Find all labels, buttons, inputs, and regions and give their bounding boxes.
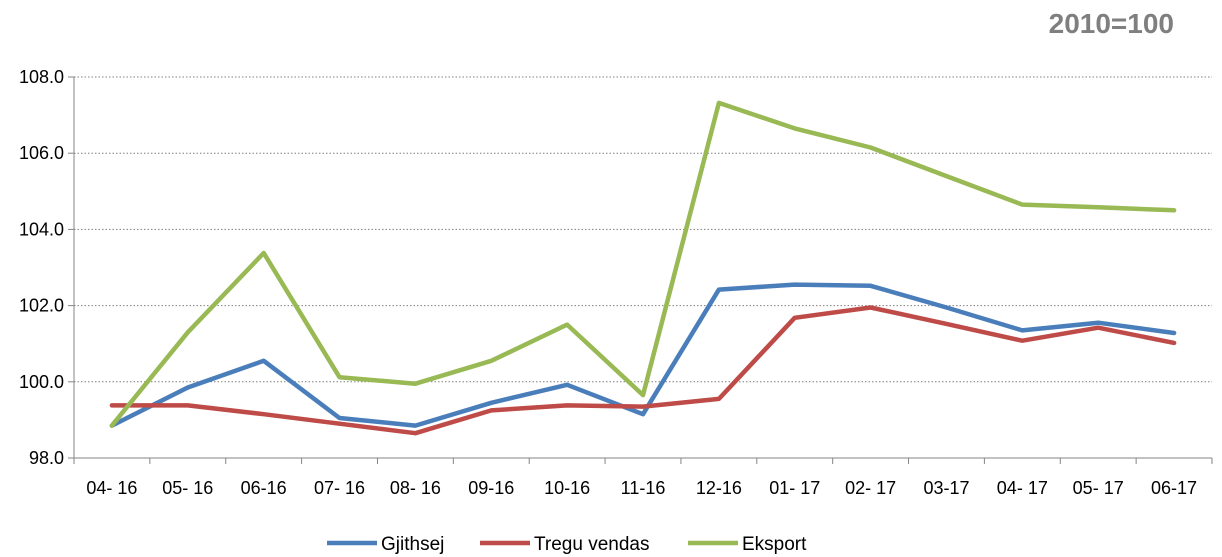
x-tick-label: 03-17 — [923, 478, 969, 498]
y-tick-label: 102.0 — [19, 296, 64, 316]
gridlines — [74, 76, 1212, 383]
x-tick-label: 05- 17 — [1073, 478, 1124, 498]
x-tick-label: 04- 16 — [86, 478, 137, 498]
legend-label: Tregu vendas — [534, 534, 649, 555]
y-tick-label: 98.0 — [29, 448, 64, 468]
y-tick-label: 100.0 — [19, 372, 64, 392]
legend-label: Gjithsej — [381, 534, 444, 555]
x-tick-label: 08- 16 — [390, 478, 441, 498]
x-tick-label: 09-16 — [468, 478, 514, 498]
x-tick-label: 06-16 — [241, 478, 287, 498]
axes: 98.0 100.0 102.0 104.0 106.0 108.0 04- 16 05- 1… — [19, 67, 1213, 498]
x-tick-label: 05- 16 — [162, 478, 213, 498]
series-lines — [109, 100, 1177, 436]
series-line-tregu-vendas — [109, 305, 1177, 436]
y-tick-label: 106.0 — [19, 143, 64, 163]
x-tick-label: 12-16 — [696, 478, 742, 498]
x-tick-label: 06-17 — [1151, 478, 1197, 498]
y-tick-label: 104.0 — [19, 219, 64, 239]
series-line-eksport — [109, 100, 1177, 428]
unit-label: 2010=100 — [1048, 8, 1174, 39]
legend-label: Eksport — [742, 534, 807, 555]
x-tick-label: 02- 17 — [845, 478, 896, 498]
x-tick-label: 07- 16 — [314, 478, 365, 498]
x-tick-label: 04- 17 — [997, 478, 1048, 498]
x-tick-label: 11-16 — [621, 478, 666, 498]
series-line-gjithsej — [109, 282, 1177, 428]
legend: Gjithsej Tregu vendas Eksport — [327, 534, 807, 555]
x-tick-label: 01- 17 — [769, 478, 820, 498]
y-tick-label: 108.0 — [19, 67, 64, 87]
x-tick-label: 10-16 — [544, 478, 590, 498]
